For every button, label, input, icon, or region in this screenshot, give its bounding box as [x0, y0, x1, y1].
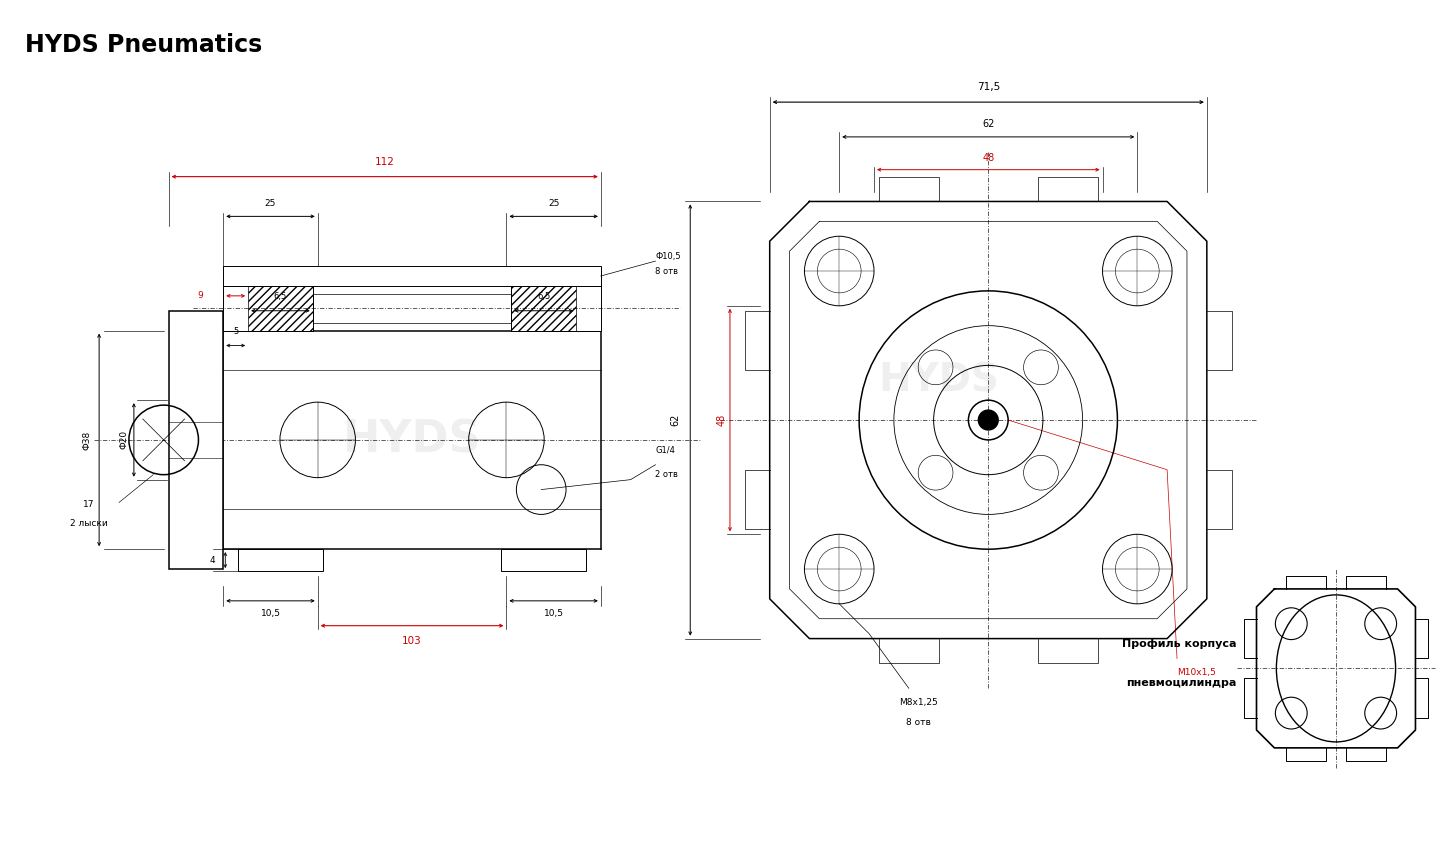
Text: HYDS Pneumatics: HYDS Pneumatics	[25, 32, 262, 57]
Text: Ф20: Ф20	[120, 430, 129, 450]
Text: 48: 48	[716, 414, 726, 426]
Text: 103: 103	[402, 636, 422, 646]
Text: 8 отв: 8 отв	[655, 267, 679, 275]
Text: 8 отв: 8 отв	[906, 718, 931, 727]
Text: 5: 5	[233, 326, 239, 336]
Text: 2 отв: 2 отв	[655, 470, 679, 479]
Text: 6,5: 6,5	[536, 292, 551, 301]
Bar	[512, 286, 576, 331]
Bar	[248, 286, 313, 331]
Text: 2 лыски: 2 лыски	[70, 519, 109, 529]
Text: Ф10,5: Ф10,5	[655, 252, 681, 261]
Text: Профиль корпуса: Профиль корпуса	[1122, 638, 1237, 649]
Bar	[502, 549, 586, 571]
Text: 6,5: 6,5	[274, 292, 287, 301]
Text: 62: 62	[982, 119, 995, 129]
Text: пневмоцилиндра: пневмоцилиндра	[1127, 678, 1237, 689]
Text: 71,5: 71,5	[977, 82, 1000, 92]
Bar	[238, 549, 323, 571]
Bar	[223, 286, 313, 331]
Text: G1/4: G1/4	[655, 445, 676, 455]
Text: M8x1,25: M8x1,25	[899, 698, 938, 707]
Text: 4: 4	[210, 556, 216, 564]
Bar	[168, 311, 223, 569]
Text: 112: 112	[374, 156, 394, 167]
Text: 25: 25	[265, 200, 276, 208]
Text: Ф38: Ф38	[83, 430, 91, 450]
Text: M10x1,5: M10x1,5	[1177, 668, 1217, 677]
Text: 9: 9	[197, 292, 203, 300]
Text: HYDS: HYDS	[342, 418, 481, 462]
Text: HYDS: HYDS	[879, 361, 999, 400]
Text: 62: 62	[670, 414, 680, 426]
Circle shape	[979, 410, 998, 430]
Text: 10,5: 10,5	[544, 609, 564, 618]
Text: 48: 48	[982, 153, 995, 162]
Text: 17: 17	[84, 500, 94, 508]
Bar	[223, 266, 600, 286]
Text: 10,5: 10,5	[261, 609, 280, 618]
Bar	[512, 286, 600, 331]
Text: 25: 25	[548, 200, 560, 208]
